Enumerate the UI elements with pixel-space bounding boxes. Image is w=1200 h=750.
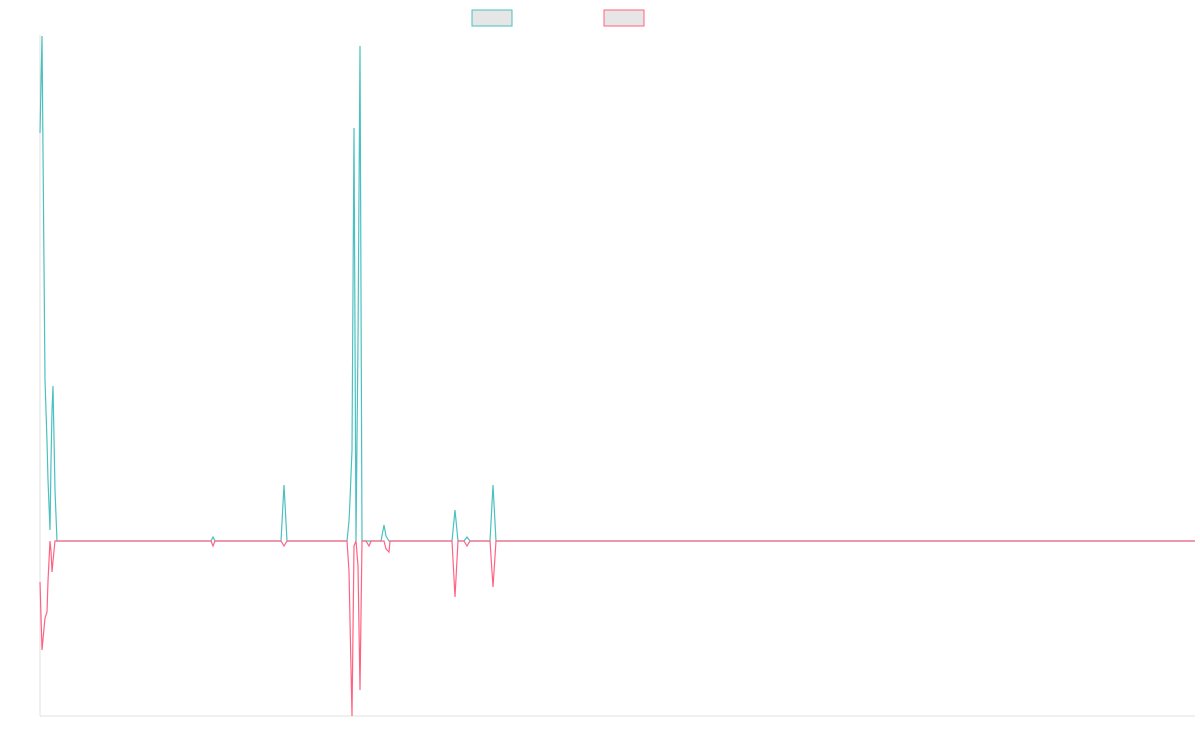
legend-swatch[interactable] — [603, 9, 645, 27]
series-line — [39, 540, 1195, 717]
series-line — [39, 35, 1195, 542]
legend-swatch[interactable] — [471, 9, 513, 27]
